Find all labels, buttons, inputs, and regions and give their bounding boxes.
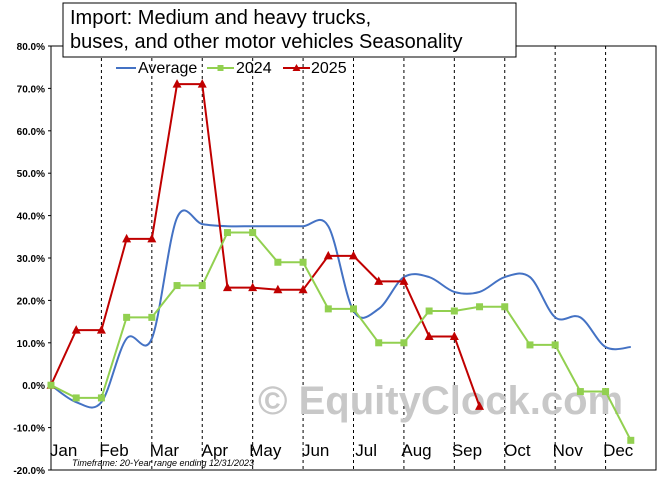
chart-title-line-1: Import: Medium and heavy trucks,	[70, 7, 371, 29]
y-tick-label: 10.0%	[17, 339, 45, 350]
data-point-2024	[274, 258, 282, 266]
data-point-2025	[475, 401, 485, 410]
x-tick-label: Feb	[99, 441, 128, 460]
x-tick-label: Apr	[202, 441, 229, 460]
watermark-text: © EquityClock.com	[258, 379, 623, 423]
x-tick-label: Mar	[150, 441, 180, 460]
data-point-2025	[248, 282, 258, 292]
data-point-2025	[172, 79, 182, 88]
data-point-2024	[627, 436, 635, 444]
data-point-2024	[72, 394, 80, 402]
x-tick-label: Sep	[452, 441, 482, 460]
legend-label-2025: 2025	[311, 60, 347, 77]
data-point-2024	[148, 313, 156, 321]
data-point-2024	[551, 341, 559, 349]
y-tick-label: -10.0%	[13, 424, 45, 435]
data-point-2024	[47, 381, 55, 389]
data-point-2024	[299, 258, 307, 266]
data-point-2024	[97, 394, 105, 402]
data-point-2024	[450, 307, 458, 315]
data-point-2024	[223, 229, 231, 237]
data-point-2024	[350, 305, 357, 313]
data-point-2025	[71, 325, 81, 334]
legend-label-2024: 2024	[236, 60, 272, 77]
series-layer	[46, 79, 635, 444]
y-tick-label: 80.0%	[17, 42, 45, 53]
legend-marker-2024	[217, 65, 224, 71]
x-tick-label: Jun	[302, 441, 329, 460]
y-tick-label: -20.0%	[13, 466, 45, 477]
y-tick-label: 70.0%	[17, 84, 45, 95]
data-point-2024	[425, 307, 433, 315]
data-point-2025	[298, 284, 308, 294]
y-tick-label: 0.0%	[22, 381, 45, 392]
x-tick-label: Jan	[50, 441, 77, 460]
data-point-2024	[400, 339, 408, 347]
data-point-2025	[222, 282, 232, 292]
data-point-2025	[424, 331, 434, 340]
data-point-2025	[96, 325, 106, 334]
data-point-2024	[501, 303, 509, 311]
data-point-2024	[123, 313, 131, 321]
y-axis-ticks: -20.0% -10.0% 0.0% 10.0% 20.0% 30.0% 40.0% 50.0…	[13, 42, 51, 477]
legend-marker-2025	[292, 64, 301, 71]
y-tick-label: 60.0%	[17, 127, 45, 138]
data-point-2024	[576, 388, 584, 396]
series-line-average	[50, 209, 631, 409]
legend-label-average: Average	[138, 60, 197, 77]
data-point-2025	[147, 233, 157, 243]
data-point-2025	[323, 250, 333, 260]
data-point-2025	[349, 250, 358, 260]
data-point-2024	[526, 341, 534, 349]
data-point-2024	[198, 282, 206, 290]
data-point-2024	[324, 305, 332, 313]
data-point-2024	[602, 388, 610, 396]
y-tick-label: 40.0%	[17, 212, 45, 223]
series-line-2025-tail	[453, 336, 481, 407]
x-tick-label: Dec	[603, 441, 634, 460]
y-tick-label: 30.0%	[17, 254, 45, 265]
x-tick-label: Nov	[553, 441, 584, 460]
data-point-2025	[197, 79, 207, 88]
x-axis-ticks: Jan Feb Mar Apr May Jun Jul Aug Sep Oct Nov Dec	[50, 441, 634, 460]
y-tick-label: 50.0%	[17, 169, 45, 180]
data-point-2025	[449, 331, 459, 340]
data-point-2025	[122, 233, 132, 243]
x-tick-label: Aug	[401, 441, 431, 460]
data-point-2024	[249, 229, 257, 237]
x-tick-label: May	[249, 441, 282, 460]
data-point-2024	[476, 303, 484, 311]
legend: Average 2024 2025	[116, 60, 347, 77]
timeframe-note: Timeframe: 20-Year range ending 12/31/20…	[72, 458, 254, 468]
data-point-2024	[375, 339, 383, 347]
x-tick-label: Jul	[355, 441, 377, 460]
data-point-2025	[374, 276, 384, 285]
series-line-2024	[50, 231, 632, 441]
chart-title-line-2: buses, and other motor vehicles Seasonal…	[70, 31, 462, 53]
data-point-2025	[273, 284, 283, 294]
y-tick-label: 20.0%	[17, 296, 45, 307]
title-box: Import: Medium and heavy trucks, buses, …	[62, 2, 517, 58]
data-point-2024	[173, 282, 181, 290]
data-point-2025	[399, 276, 409, 285]
x-tick-label: Oct	[504, 441, 531, 460]
